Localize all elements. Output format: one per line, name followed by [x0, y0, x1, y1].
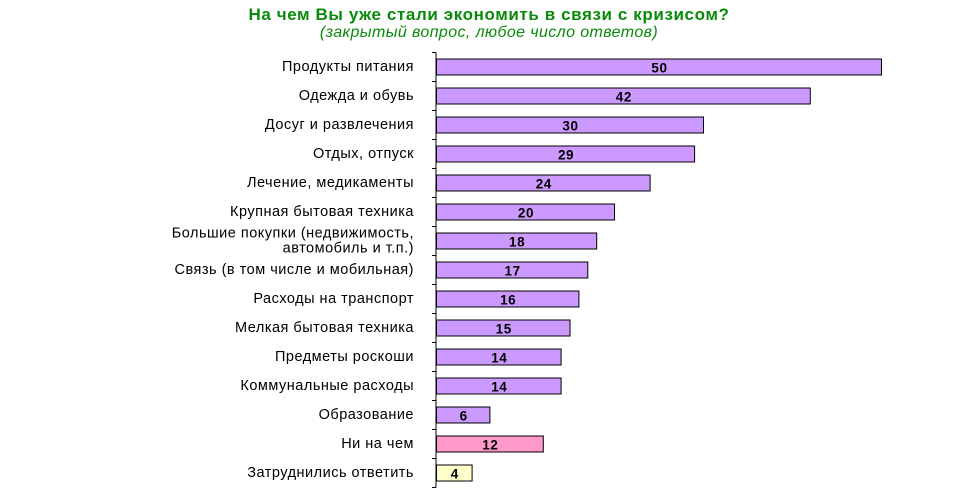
bar [436, 290, 580, 308]
bar [436, 58, 882, 76]
data-label: 42 [616, 90, 632, 105]
category-label: Лечение, медикаменты [247, 175, 414, 191]
data-label: 4 [451, 467, 459, 482]
data-label: 17 [505, 264, 521, 279]
data-label: 6 [460, 409, 468, 424]
bar [436, 145, 696, 163]
bar [436, 377, 562, 395]
category-label: Мелкая бытовая техника [235, 320, 414, 336]
category-label: автомобиль и т.п.) [283, 241, 414, 257]
category-label: Отдых, отпуск [313, 146, 414, 162]
category-label: Большие покупки (недвижимость, [172, 226, 414, 242]
category-label: Образование [319, 407, 414, 423]
bar [436, 464, 473, 482]
category-label: Расходы на транспорт [253, 291, 414, 307]
data-label: 50 [651, 61, 667, 76]
category-label: Крупная бытовая техника [230, 204, 414, 220]
bar [436, 87, 811, 105]
bar [436, 116, 704, 134]
category-label: Одежда и обувь [299, 88, 414, 104]
data-label: 14 [491, 351, 507, 366]
category-label: Досуг и развлечения [265, 117, 414, 133]
bar [436, 261, 589, 279]
bar [436, 319, 571, 337]
category-label: Затруднились ответить [247, 465, 414, 481]
data-label: 12 [482, 438, 498, 453]
data-label: 14 [491, 380, 507, 395]
category-label: Продукты питания [282, 59, 414, 75]
category-label: Связь (в том числе и мобильная) [175, 262, 415, 278]
data-label: 29 [558, 148, 574, 163]
category-label: Предметы роскоши [275, 349, 414, 365]
chart-subtitle: (закрытый вопрос, любое число ответов) [319, 24, 659, 41]
data-label: 16 [500, 293, 516, 308]
data-label: 20 [518, 206, 534, 221]
category-label: Ни на чем [341, 436, 414, 452]
category-label: Коммунальные расходы [240, 378, 414, 394]
bar [436, 435, 544, 453]
data-label: 30 [562, 119, 578, 134]
bar [436, 406, 491, 424]
chart-title: На чем Вы уже стали экономить в связи с … [248, 5, 730, 24]
bar [436, 203, 615, 221]
data-label: 18 [509, 235, 525, 250]
bar [436, 232, 598, 250]
data-label: 24 [536, 177, 552, 192]
data-label: 15 [496, 322, 512, 337]
bar [436, 348, 562, 366]
bar [436, 174, 651, 192]
